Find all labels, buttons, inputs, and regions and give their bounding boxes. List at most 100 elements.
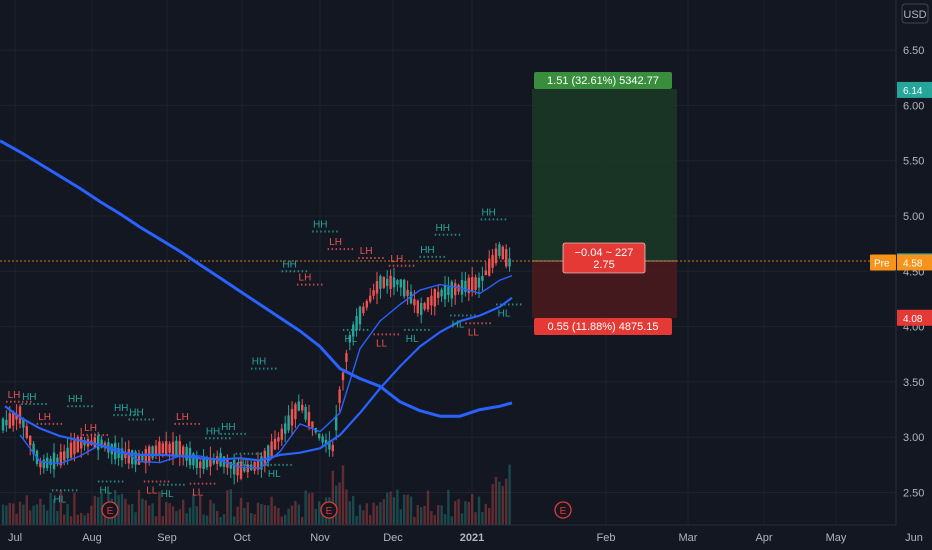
volume-bar: [97, 496, 100, 525]
candle-body: [22, 419, 25, 428]
volume-bar: [175, 511, 178, 525]
candle-body: [477, 277, 481, 288]
volume-bar: [103, 516, 107, 525]
volume-bar: [331, 470, 334, 525]
candle-body: [301, 404, 304, 411]
swing-label: HH: [282, 259, 296, 270]
volume-bar: [358, 504, 362, 525]
volume-bar: [352, 495, 355, 525]
volume-bar: [168, 503, 171, 525]
candle-body: [471, 277, 474, 292]
candle-body: [290, 409, 294, 426]
volume-bar: [219, 516, 222, 525]
volume-bar: [304, 490, 307, 525]
candle-body: [229, 461, 232, 469]
candle-body: [12, 412, 15, 426]
candle-body: [481, 275, 484, 281]
volume-bar: [76, 514, 79, 525]
candle-body: [52, 452, 56, 470]
candle-body: [137, 453, 141, 465]
candle-body: [321, 436, 324, 443]
volume-bar: [457, 499, 460, 525]
volume-bar: [406, 494, 409, 525]
volume-bar: [426, 490, 430, 525]
candle-body: [433, 289, 436, 307]
swing-label: HL: [498, 308, 511, 319]
volume-bar: [471, 493, 474, 525]
volume-bar: [86, 513, 90, 525]
volume-bar: [93, 495, 96, 525]
time-tick-label: Jun: [905, 532, 923, 544]
candle-body: [59, 451, 62, 466]
swing-label: HH: [313, 219, 327, 230]
volume-bar: [22, 504, 25, 525]
time-tick-label: Oct: [233, 532, 250, 544]
volume-bar: [443, 514, 447, 525]
moving-average-line: [0, 139, 513, 418]
price-tick-label: 6.50: [903, 45, 924, 57]
currency-button[interactable]: [901, 3, 929, 24]
volume-bar: [226, 490, 229, 525]
candle-body: [280, 428, 283, 440]
price-tick-label: 2.50: [903, 488, 924, 500]
volume-bar: [260, 503, 263, 525]
volume-bar: [158, 491, 161, 525]
volume-bar: [372, 502, 375, 525]
candle-body: [120, 448, 124, 461]
candle-body: [202, 458, 205, 470]
volume-bar: [440, 505, 443, 525]
center-label-line2: 2.75: [593, 259, 614, 271]
volume-bar: [141, 498, 144, 525]
candle-body: [124, 452, 127, 458]
volume-bar: [212, 503, 215, 525]
volume-bar: [314, 508, 317, 525]
swing-label: HL: [344, 334, 357, 345]
candle-body: [39, 462, 42, 468]
swing-label: LL: [192, 488, 204, 499]
volume-bar: [49, 492, 52, 525]
volume-bar: [195, 506, 198, 525]
volume-bar: [182, 499, 185, 525]
volume-bar: [25, 495, 28, 525]
candle-body: [423, 303, 426, 310]
swing-label: LH: [84, 423, 97, 434]
swing-label: HH: [68, 394, 82, 405]
candle-body: [287, 415, 290, 431]
swing-label: HL: [237, 458, 250, 469]
volume-bar: [413, 516, 416, 525]
volume-bar: [508, 464, 511, 525]
candle-body: [341, 372, 345, 381]
volume-bar: [318, 501, 321, 525]
volume-bar: [66, 503, 69, 525]
candle-body: [396, 280, 399, 285]
time-axis[interactable]: Jul Aug Sep Oct Nov Dec 2021 Feb Mar Apr May Jun: [8, 532, 923, 544]
candle-body: [151, 446, 154, 459]
candle-body: [56, 457, 59, 463]
swing-label: HL: [99, 485, 112, 496]
candle-body: [318, 433, 321, 439]
price-tick-label: 6.00: [903, 100, 924, 112]
price-axis[interactable]: 2.503.003.504.004.505.005.506.006.50: [903, 45, 924, 499]
candle-body: [406, 289, 409, 296]
swing-label: HL: [452, 320, 465, 331]
volume-bar: [216, 510, 219, 525]
volume-bar: [46, 510, 49, 525]
volume-bar: [307, 493, 311, 525]
volume-bar: [236, 506, 239, 525]
candle-body: [491, 255, 494, 268]
candle-body: [352, 324, 355, 337]
candle-body: [161, 443, 164, 454]
earnings-marker-label: E: [560, 506, 567, 517]
swing-label: LL: [376, 338, 388, 349]
volume-bar: [63, 514, 66, 525]
volume-bar: [311, 492, 314, 525]
volume-bars: [1, 464, 511, 525]
candle-body: [467, 277, 470, 294]
candle-body: [144, 448, 147, 464]
position-tool[interactable]: [532, 89, 677, 318]
volume-bar: [83, 515, 86, 525]
volume-bar: [491, 484, 494, 525]
